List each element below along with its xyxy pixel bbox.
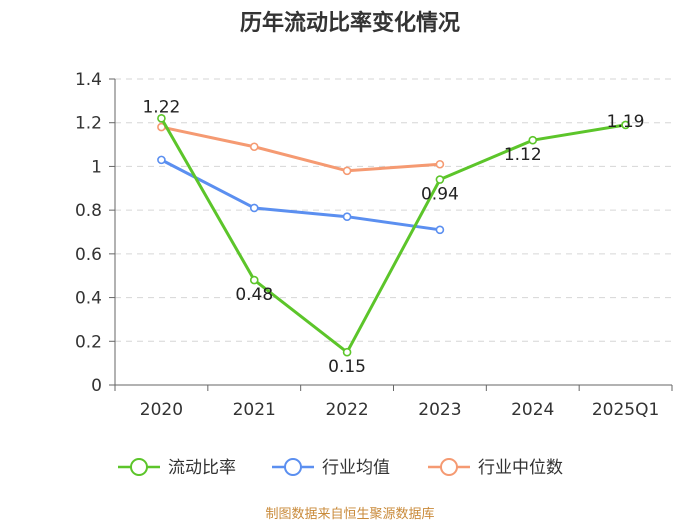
data-label: 0.15	[328, 357, 366, 377]
data-point[interactable]	[342, 166, 352, 176]
y-tick-label: 1.2	[75, 114, 102, 134]
series-line-0	[159, 116, 628, 354]
legend-label: 行业均值	[322, 458, 390, 478]
x-tick-label: 2021	[233, 400, 276, 420]
x-tick-label: 2024	[511, 400, 554, 420]
data-point[interactable]	[249, 275, 259, 285]
x-tick-label: 2025Q1	[592, 400, 659, 420]
data-label: 0.94	[421, 185, 459, 205]
legend-label: 行业中位数	[478, 458, 563, 478]
data-point[interactable]	[435, 225, 445, 235]
legend-swatch-marker	[284, 458, 302, 476]
data-labels: 1.22 0.48 0.15 0.94 1.12 1.19	[142, 97, 644, 377]
data-label: 1.12	[504, 145, 542, 165]
y-tick-label: 1.4	[75, 70, 102, 90]
source-note: 制图数据来自恒生聚源数据库	[265, 506, 434, 522]
legend-item[interactable]: 流动比率	[118, 458, 236, 478]
data-point[interactable]	[621, 120, 630, 130]
grid-lines	[115, 78, 672, 342]
axes: 0 0.2 0.4 0.6 0.8 1 1.2 1.4 2020 2021 2022 2023 2024…	[75, 70, 673, 420]
data-label: 0.48	[235, 285, 273, 305]
legend[interactable]: 流动比率 行业均值 行业中位数	[118, 458, 563, 478]
data-point[interactable]	[249, 203, 259, 213]
legend-item[interactable]: 行业中位数	[428, 458, 563, 478]
data-label: 1.19	[607, 112, 645, 132]
y-tick-label: 0.8	[75, 201, 102, 221]
legend-swatch-marker	[440, 458, 458, 476]
x-tick-label: 2023	[418, 400, 461, 420]
data-point[interactable]	[157, 114, 166, 123]
legend-label: 流动比率	[168, 458, 236, 478]
y-tick-label: 1	[91, 157, 102, 177]
x-tick-label: 2020	[140, 400, 183, 420]
y-tick-label: 0.2	[75, 332, 102, 352]
data-point[interactable]	[528, 135, 538, 145]
data-label: 1.22	[142, 97, 180, 117]
data-point[interactable]	[249, 142, 259, 152]
data-point[interactable]	[157, 155, 166, 165]
series-line-1	[159, 158, 442, 232]
legend-swatch-marker	[130, 458, 148, 476]
series-line-2	[159, 125, 442, 173]
y-tick-label: 0	[91, 376, 102, 396]
y-tick-label: 0.6	[75, 245, 102, 265]
data-point[interactable]	[342, 212, 352, 221]
data-point[interactable]	[435, 175, 445, 184]
chart-title: 历年流动比率变化情况	[240, 10, 460, 36]
data-point[interactable]	[342, 347, 352, 357]
legend-item[interactable]: 行业均值	[272, 458, 390, 478]
data-point[interactable]	[435, 159, 445, 169]
x-tick-label: 2022	[325, 400, 368, 420]
y-tick-label: 0.4	[75, 289, 102, 309]
series-group	[157, 114, 630, 357]
